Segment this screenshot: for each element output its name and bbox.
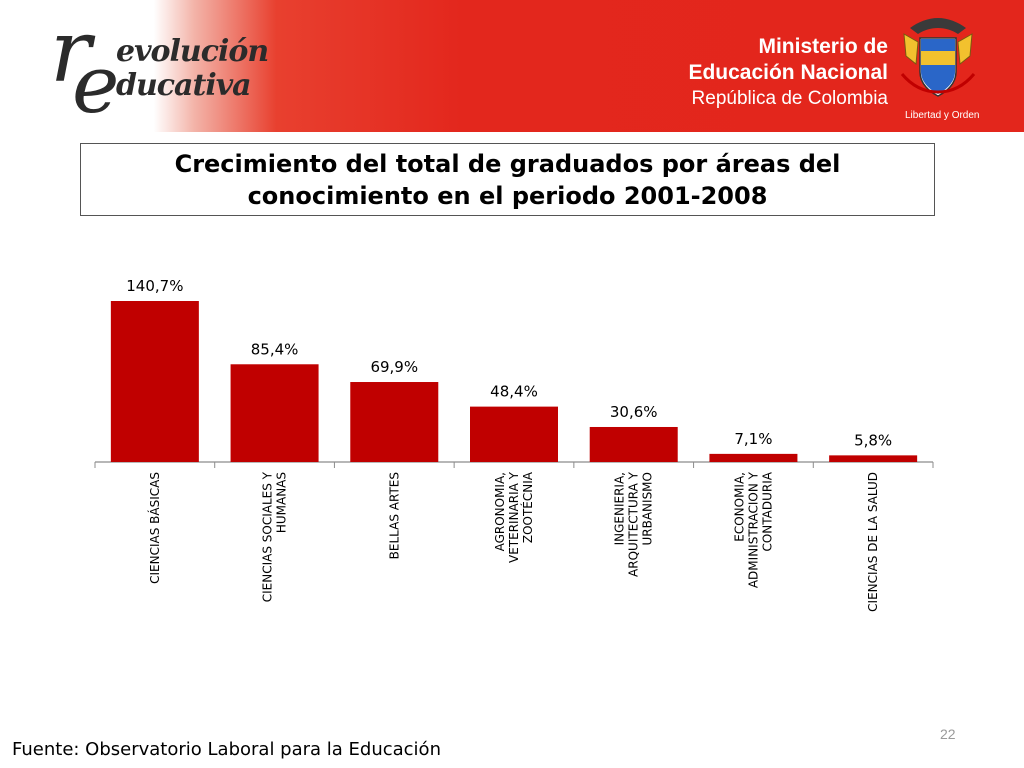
bar: [470, 406, 558, 462]
tick-label: ADMINISTRACION Y: [746, 471, 760, 588]
tick-label: URBANISMO: [641, 472, 655, 546]
motto: Libertad y Orden: [905, 110, 980, 121]
data-label: 5,8%: [854, 431, 892, 449]
tick-label: ZOOTÉCNIA: [520, 471, 535, 543]
data-label: 85,4%: [251, 340, 299, 358]
page-number: 22: [940, 726, 956, 742]
tick-label: INGENIERIA,: [613, 472, 627, 545]
source-note: Fuente: Observatorio Laboral para la Edu…: [12, 739, 441, 760]
tick-label: AGRONOMIA,: [493, 472, 507, 551]
ministry-name: Ministerio de Educación Nacional Repúbli…: [688, 34, 888, 112]
category-label: CIENCIAS BÁSICAS: [147, 472, 162, 584]
coat-of-arms-icon: [900, 18, 976, 97]
category-label: ECONOMIA, ADMINISTRACION Y CONTADURIA: [732, 471, 774, 588]
logo-line2: ducativa: [116, 68, 252, 103]
bar: [829, 455, 918, 462]
tick-label: HUMANAS: [275, 472, 289, 533]
data-label: 140,7%: [126, 277, 183, 295]
bar: [350, 382, 439, 462]
chart-title-box: Crecimiento del total de graduados por á…: [80, 143, 935, 216]
tick-label: ECONOMIA,: [732, 472, 746, 542]
ministry-line1: Ministerio de: [758, 35, 888, 58]
data-label: 48,4%: [490, 383, 538, 401]
ministry-line2: Educación Nacional: [688, 61, 888, 84]
category-label: CIENCIAS SOCIALES Y HUMANAS: [261, 471, 289, 602]
tick-label: VETERINARIA Y: [507, 471, 521, 563]
chart-title: Crecimiento del total de graduados por á…: [174, 149, 841, 210]
tick-label: CONTADURIA: [760, 471, 774, 551]
bar: [589, 426, 678, 462]
ministry-line3: República de Colombia: [691, 88, 888, 109]
tick-label: BELLAS ARTES: [387, 472, 401, 559]
bar: [709, 453, 798, 462]
tick-label: ARQUITECTURA Y: [627, 471, 641, 577]
category-label: CIENCIAS DE LA SALUD: [866, 472, 880, 612]
data-label: 30,6%: [610, 403, 658, 421]
data-label: 7,1%: [734, 430, 772, 448]
tick-label: CIENCIAS DE LA SALUD: [866, 472, 880, 612]
category-label: BELLAS ARTES: [387, 472, 401, 559]
header-banner: [0, 0, 1024, 132]
category-label: AGRONOMIA, VETERINARIA Y ZOOTÉCNIA: [493, 471, 535, 563]
tick-label: CIENCIAS SOCIALES Y: [261, 471, 275, 602]
bar: [110, 301, 199, 462]
revolucion-educativa-logo: r e evolución ducativa: [50, 2, 269, 131]
data-label: 69,9%: [370, 358, 418, 376]
tick-label: CIENCIAS BÁSICAS: [147, 472, 162, 584]
logo-line1: evolución: [116, 34, 269, 69]
category-label: INGENIERIA, ARQUITECTURA Y URBANISMO: [613, 471, 655, 577]
bar: [230, 364, 319, 462]
